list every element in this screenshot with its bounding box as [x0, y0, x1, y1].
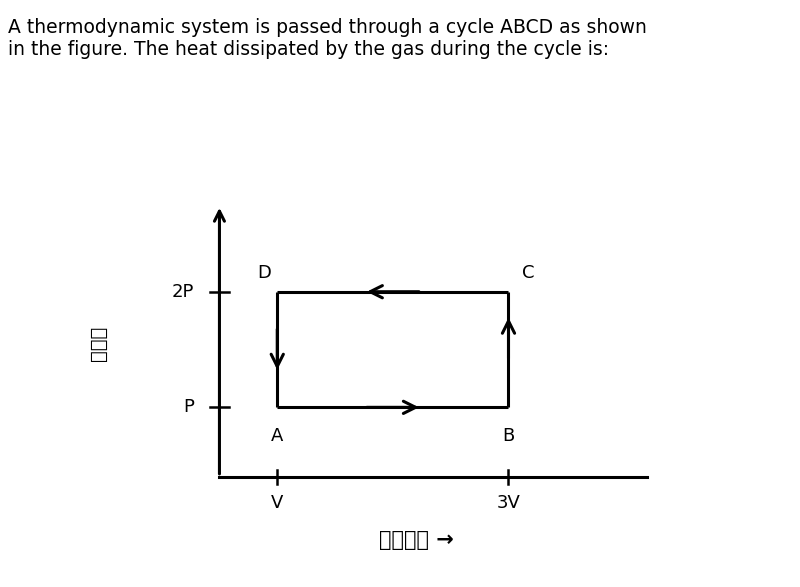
- Text: D: D: [258, 265, 271, 282]
- Text: V: V: [271, 494, 283, 512]
- Text: 2P: 2P: [172, 283, 194, 301]
- Text: A thermodynamic system is passed through a cycle ABCD as shown
in the figure. Th: A thermodynamic system is passed through…: [8, 18, 647, 59]
- Text: C: C: [522, 265, 535, 282]
- Text: A: A: [271, 427, 283, 445]
- Text: 3V: 3V: [497, 494, 521, 512]
- Text: आयतन →: आयतन →: [378, 530, 454, 550]
- Text: B: B: [502, 427, 514, 445]
- Text: P: P: [183, 399, 194, 416]
- Text: दाब: दाब: [89, 326, 107, 362]
